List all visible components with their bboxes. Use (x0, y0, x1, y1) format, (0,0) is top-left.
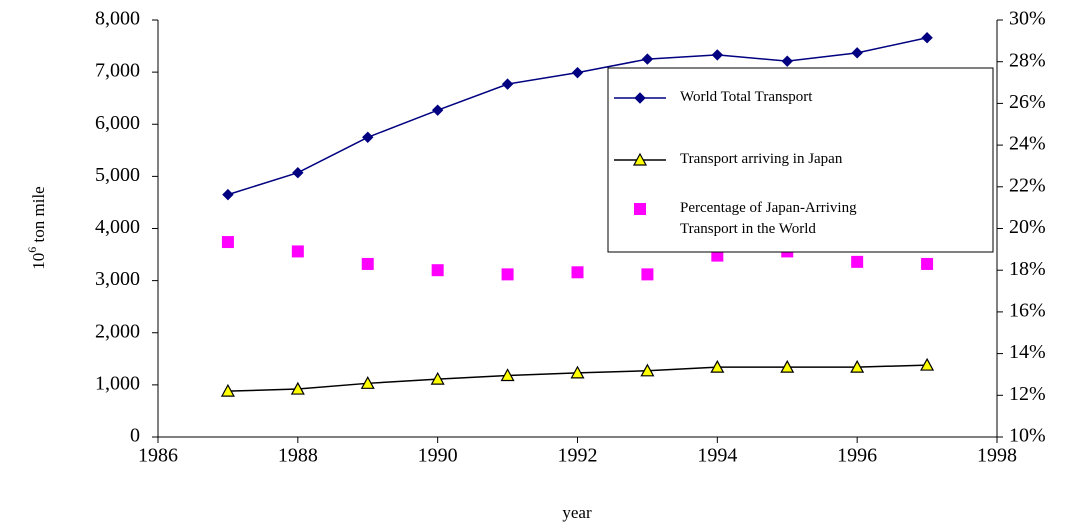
point (571, 266, 584, 279)
x-tick-label: 1988 (278, 445, 318, 467)
point (640, 363, 655, 377)
y2-tick-label: 28% (1009, 49, 1046, 71)
y-tick-label: 6,000 (95, 112, 140, 134)
y2-tick-label: 16% (1009, 299, 1046, 321)
x-tick-label: 1990 (418, 445, 458, 467)
y2-tick-label: 12% (1009, 383, 1046, 405)
legend-box (607, 67, 994, 253)
point (291, 245, 304, 258)
x-tick-label: 1992 (558, 445, 598, 467)
legend-label: World Total Transport (680, 89, 813, 105)
y-tick-label: 7,000 (95, 60, 140, 82)
x-tick-label: 1996 (837, 445, 877, 467)
y-label-unit: ton mile (29, 186, 48, 246)
y2-tick-label: 26% (1009, 91, 1046, 113)
y-tick-label: 5,000 (95, 164, 140, 186)
y2-tick-label: 10% (1009, 425, 1046, 447)
y-label-base: 10 (29, 253, 48, 270)
legend-entry: Percentage of Japan-Arriving Transport i… (680, 200, 857, 237)
y-tick-label: 1,000 (95, 372, 140, 394)
point (711, 49, 724, 61)
y2-tick-label: 14% (1009, 341, 1046, 363)
point (221, 236, 234, 249)
y2-tick-label: 18% (1009, 258, 1046, 280)
point (362, 131, 374, 143)
y-tick-label: 0 (130, 425, 140, 447)
point (361, 257, 374, 270)
x-tick-label: 1986 (138, 445, 178, 467)
y-tick-label: 3,000 (95, 268, 140, 290)
point (431, 104, 444, 116)
point (920, 357, 935, 371)
point (571, 66, 584, 79)
x-tick-label: 1994 (697, 445, 737, 467)
point (360, 376, 375, 389)
point (570, 365, 585, 379)
point (501, 78, 514, 90)
legend-entry: Transport arriving in Japan (680, 151, 843, 167)
legend-marker (634, 92, 646, 104)
point (710, 359, 725, 373)
y2-tick-label: 30% (1009, 8, 1046, 30)
point (220, 383, 235, 397)
y-tick-label: 2,000 (95, 320, 140, 342)
point (431, 264, 444, 277)
y-tick-label: 4,000 (95, 216, 140, 238)
point (292, 167, 304, 179)
legend-marker (634, 203, 646, 215)
y2-tick-label: 22% (1009, 174, 1046, 196)
legend-label: Percentage of Japan-Arriving Transport i… (680, 200, 857, 237)
point (501, 268, 514, 281)
y-axis-label: 106 ton mile (25, 186, 48, 269)
legend-label: Transport arriving in Japan (680, 151, 843, 167)
point (711, 249, 724, 262)
y-tick-label: 8,000 (95, 8, 140, 30)
point (430, 371, 445, 385)
point (290, 381, 305, 395)
x-tick-label: 1998 (977, 445, 1017, 467)
point (641, 268, 654, 281)
point (781, 55, 793, 67)
y-label-exponent: 6 (25, 247, 39, 253)
legend-marker (632, 152, 648, 166)
point (641, 53, 654, 65)
point (850, 359, 865, 373)
point (500, 368, 515, 382)
point (780, 359, 795, 373)
legend-entry: World Total Transport (680, 89, 813, 105)
point (851, 47, 863, 59)
point (222, 188, 234, 201)
x-axis-label: year (562, 503, 592, 522)
point (921, 32, 933, 44)
point (921, 257, 934, 270)
point (851, 255, 864, 268)
y2-tick-label: 20% (1009, 216, 1046, 238)
y2-tick-label: 24% (1009, 133, 1046, 155)
